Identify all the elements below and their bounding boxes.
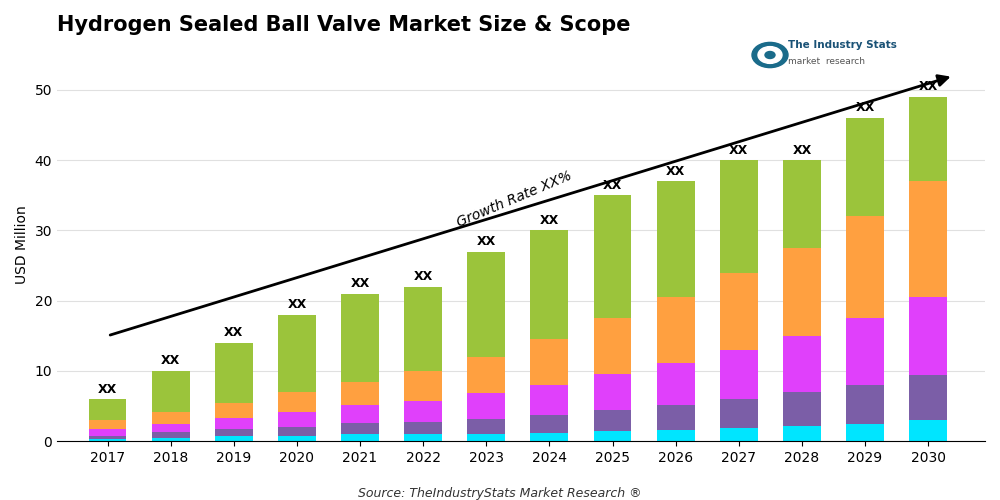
- Text: Growth Rate XX%: Growth Rate XX%: [455, 168, 574, 230]
- Text: XX: XX: [224, 326, 243, 340]
- Bar: [152, 412, 190, 424]
- Bar: [89, 399, 126, 420]
- Bar: [404, 422, 442, 434]
- Bar: [467, 357, 505, 394]
- Bar: [341, 423, 379, 434]
- Bar: [404, 400, 442, 421]
- Bar: [720, 160, 758, 272]
- Bar: [152, 432, 190, 438]
- Text: XX: XX: [603, 179, 622, 192]
- Bar: [909, 374, 947, 420]
- Bar: [657, 297, 695, 364]
- Bar: [846, 424, 884, 442]
- Bar: [720, 428, 758, 442]
- Bar: [404, 371, 442, 400]
- Text: XX: XX: [287, 298, 307, 311]
- Text: XX: XX: [855, 102, 875, 114]
- Bar: [278, 315, 316, 392]
- Text: XX: XX: [350, 277, 370, 290]
- Text: XX: XX: [161, 354, 180, 368]
- Bar: [341, 406, 379, 423]
- Bar: [341, 382, 379, 406]
- Bar: [467, 434, 505, 442]
- Bar: [657, 181, 695, 297]
- Text: XX: XX: [792, 144, 812, 156]
- Bar: [783, 336, 821, 392]
- Bar: [783, 160, 821, 248]
- Bar: [530, 385, 568, 416]
- Circle shape: [752, 42, 788, 68]
- Bar: [720, 272, 758, 350]
- Bar: [783, 426, 821, 442]
- Bar: [594, 318, 631, 374]
- Bar: [341, 434, 379, 442]
- Bar: [530, 416, 568, 433]
- Bar: [404, 434, 442, 442]
- Bar: [341, 294, 379, 382]
- Bar: [846, 216, 884, 318]
- Text: XX: XX: [666, 164, 685, 177]
- Bar: [530, 230, 568, 340]
- Bar: [530, 340, 568, 385]
- Bar: [594, 432, 631, 442]
- Bar: [783, 392, 821, 426]
- Bar: [657, 406, 695, 430]
- Bar: [89, 436, 126, 439]
- Bar: [89, 430, 126, 436]
- Text: XX: XX: [98, 382, 117, 396]
- Bar: [89, 420, 126, 430]
- Bar: [846, 118, 884, 216]
- Bar: [152, 438, 190, 442]
- Bar: [657, 364, 695, 406]
- Text: XX: XX: [919, 80, 938, 94]
- Text: The Industry Stats: The Industry Stats: [788, 40, 897, 50]
- Bar: [909, 97, 947, 181]
- Text: XX: XX: [414, 270, 433, 283]
- Bar: [909, 181, 947, 297]
- Bar: [846, 385, 884, 424]
- Y-axis label: USD Million: USD Million: [15, 205, 29, 284]
- Circle shape: [765, 52, 775, 59]
- Text: XX: XX: [477, 235, 496, 248]
- Bar: [215, 343, 253, 402]
- Bar: [720, 399, 758, 428]
- Text: XX: XX: [540, 214, 559, 227]
- Bar: [467, 419, 505, 434]
- Bar: [404, 286, 442, 371]
- Bar: [215, 418, 253, 430]
- Circle shape: [758, 46, 782, 64]
- Bar: [215, 436, 253, 442]
- Bar: [909, 420, 947, 442]
- Bar: [594, 374, 631, 410]
- Bar: [278, 412, 316, 426]
- Bar: [467, 252, 505, 357]
- Bar: [215, 430, 253, 436]
- Bar: [152, 371, 190, 412]
- Bar: [278, 426, 316, 436]
- Bar: [152, 424, 190, 432]
- Bar: [909, 297, 947, 374]
- Text: market  research: market research: [788, 58, 865, 66]
- Bar: [467, 394, 505, 419]
- Bar: [278, 436, 316, 442]
- Bar: [846, 318, 884, 385]
- Bar: [783, 248, 821, 336]
- Text: Source: TheIndustryStats Market Research ®: Source: TheIndustryStats Market Research…: [358, 488, 642, 500]
- Text: Hydrogen Sealed Ball Valve Market Size & Scope: Hydrogen Sealed Ball Valve Market Size &…: [57, 15, 631, 35]
- Bar: [657, 430, 695, 442]
- Bar: [89, 439, 126, 442]
- Bar: [720, 350, 758, 399]
- Text: XX: XX: [729, 144, 748, 156]
- Bar: [594, 196, 631, 318]
- Bar: [594, 410, 631, 432]
- Bar: [215, 402, 253, 418]
- Bar: [278, 392, 316, 412]
- Bar: [530, 433, 568, 442]
